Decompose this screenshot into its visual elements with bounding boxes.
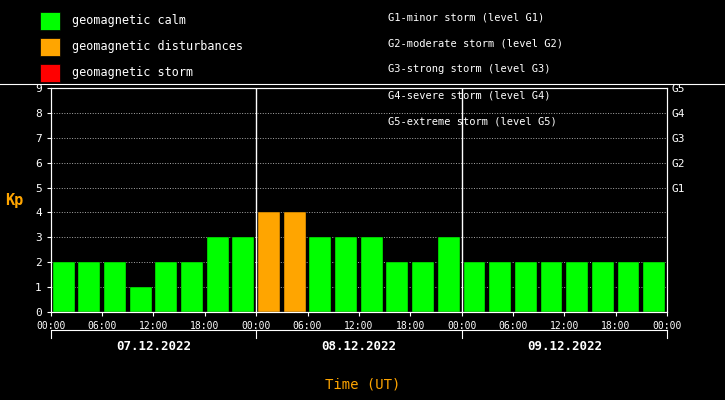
Bar [489, 262, 511, 312]
Text: G2-moderate storm (level G2): G2-moderate storm (level G2) [388, 38, 563, 48]
Text: 07.12.2022: 07.12.2022 [116, 340, 191, 353]
Bar [566, 262, 588, 312]
Bar [104, 262, 126, 312]
Bar [386, 262, 408, 312]
Text: G4-severe storm (level G4): G4-severe storm (level G4) [388, 90, 550, 100]
Bar [412, 262, 434, 312]
Text: 08.12.2022: 08.12.2022 [321, 340, 397, 353]
Text: geomagnetic storm: geomagnetic storm [72, 66, 194, 79]
Bar [361, 237, 383, 312]
Bar [283, 212, 306, 312]
Bar [618, 262, 639, 312]
Text: Time (UT): Time (UT) [325, 378, 400, 392]
Bar [53, 262, 75, 312]
Bar [130, 287, 152, 312]
Bar [310, 237, 331, 312]
Bar [181, 262, 203, 312]
Bar [335, 237, 357, 312]
Bar [78, 262, 100, 312]
Text: geomagnetic disturbances: geomagnetic disturbances [72, 40, 244, 53]
Bar [515, 262, 536, 312]
Text: G3-strong storm (level G3): G3-strong storm (level G3) [388, 64, 550, 74]
Bar [541, 262, 563, 312]
Bar [463, 262, 485, 312]
Text: geomagnetic calm: geomagnetic calm [72, 14, 186, 27]
Bar [643, 262, 665, 312]
Text: G5-extreme storm (level G5): G5-extreme storm (level G5) [388, 116, 557, 126]
Text: G1-minor storm (level G1): G1-minor storm (level G1) [388, 12, 544, 22]
Bar [438, 237, 460, 312]
Bar [155, 262, 177, 312]
Text: Kp: Kp [4, 192, 23, 208]
Bar [258, 212, 280, 312]
Bar [233, 237, 254, 312]
Text: 09.12.2022: 09.12.2022 [527, 340, 602, 353]
Bar [592, 262, 614, 312]
Bar [207, 237, 228, 312]
